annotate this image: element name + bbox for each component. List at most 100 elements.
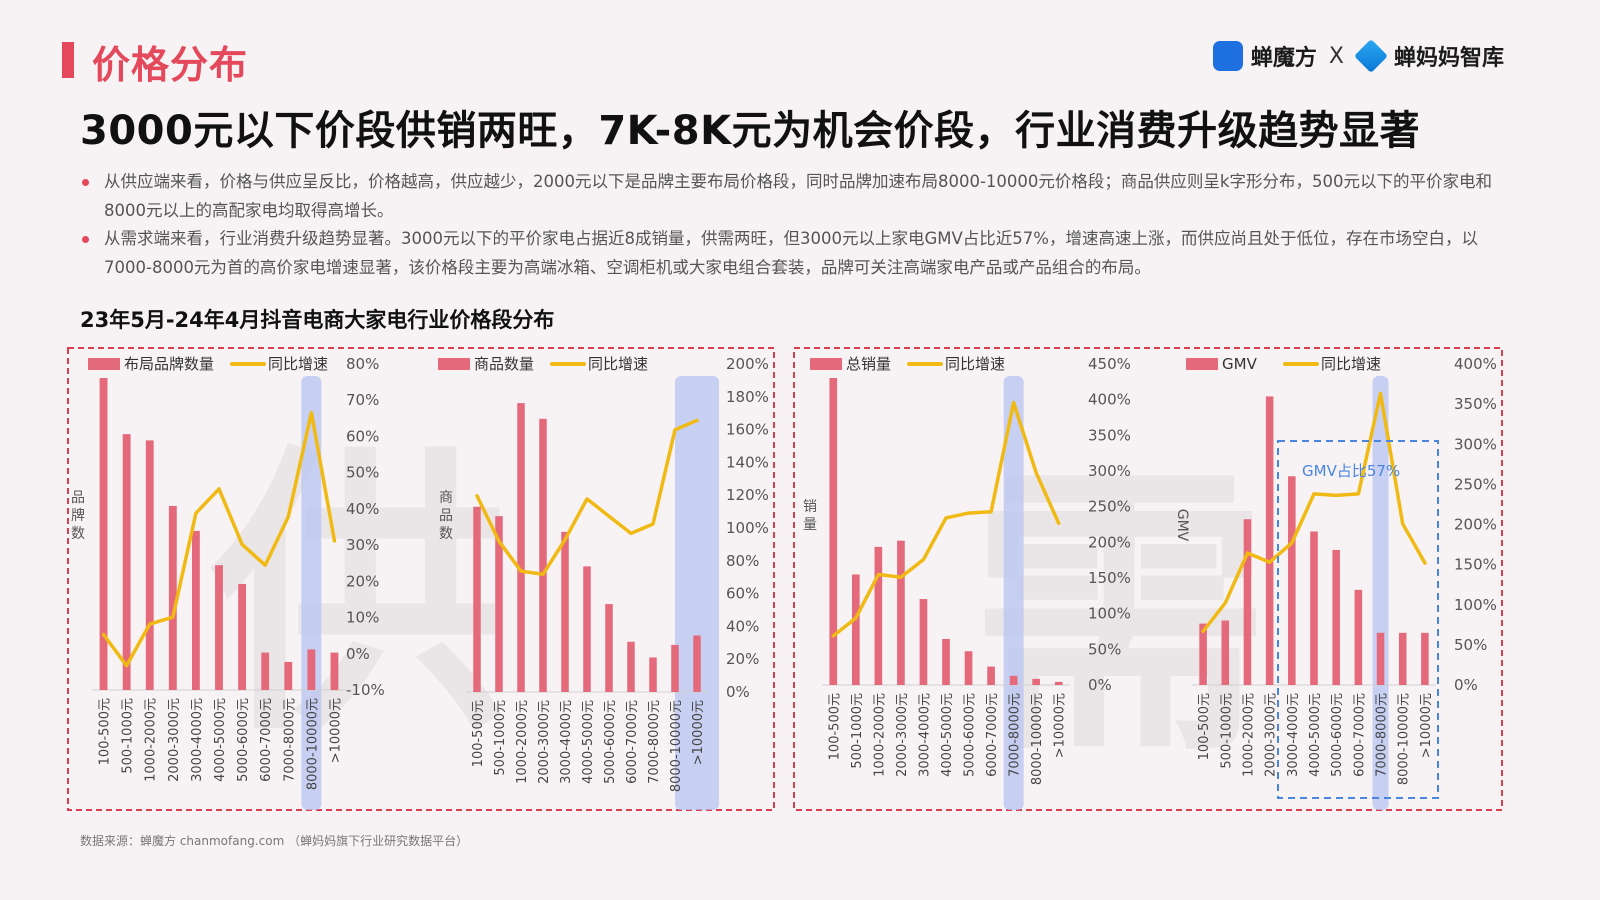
chart-1-y2-tick: 60% <box>346 427 379 445</box>
chart-4-category-label: 8000-10000元 <box>1397 693 1412 785</box>
chart-3-y2-tick: 300% <box>1088 462 1131 480</box>
chart-1-growth-line <box>101 410 337 668</box>
chart-3-bar <box>1032 678 1041 685</box>
chart-2-growth-line <box>475 418 699 577</box>
chart-2-bar <box>627 641 635 692</box>
chart-2-y-axis-label: 品 <box>439 508 453 524</box>
chart-4-y2-tick: 250% <box>1454 475 1497 493</box>
chart-1-y2-tick: -10% <box>346 681 385 699</box>
chart-4-bar <box>1288 476 1296 685</box>
chart-3-category-label: 5000-6000元 <box>963 693 978 777</box>
chart-3-category-label: >10000元 <box>1053 693 1068 758</box>
chart-1-y2-tick: 0% <box>346 645 370 663</box>
chart-4-bar <box>1376 632 1385 685</box>
chart-3-y2-tick: 350% <box>1088 426 1131 444</box>
chart-1-bar <box>145 440 154 690</box>
chart-3-bar <box>851 574 860 685</box>
chart-1-y2-tick: 40% <box>346 500 379 518</box>
chart-2-bar <box>693 635 701 692</box>
chart-1-bar <box>168 505 177 690</box>
chart-4-category-label: 7000-8000元 <box>1375 693 1390 777</box>
chart-2-y2-tick: 40% <box>726 617 759 635</box>
source-note: 数据来源：蝉魔方 chanmofang.com （蝉妈妈旗下行业研究数据平台） <box>80 834 469 848</box>
chart-1-category-label: 2000-3000元 <box>167 698 182 782</box>
chart-3-category-label: 500-1000元 <box>850 693 865 769</box>
chart-3-y2-tick: 150% <box>1088 569 1131 587</box>
chart-1-category-label: 100-500元 <box>98 698 113 765</box>
chart-1-bar <box>238 583 247 690</box>
chart-1-category-label: 6000-7000元 <box>259 698 274 782</box>
chart-1-bar <box>330 652 339 690</box>
chart-2-category-label: 8000-10000元 <box>669 700 684 792</box>
chart-2-bar <box>583 566 591 692</box>
chart-2-category-label: 1000-2000元 <box>515 700 530 784</box>
chart-1-category-label: 8000-10000元 <box>305 698 320 790</box>
chart-1-category-label: 7000-8000元 <box>282 698 297 782</box>
chart-4-y2-tick: 150% <box>1454 556 1497 574</box>
chart-4-bar <box>1421 632 1429 685</box>
chart-4-y2-tick: 50% <box>1454 636 1487 654</box>
chart-section-title: 23年5月-24年4月抖音电商大家电行业价格段分布 <box>80 308 555 332</box>
chart-4-category-label: 500-1000元 <box>1219 693 1234 769</box>
chart-3-bar <box>964 651 973 685</box>
chart-1-y2-tick: 80% <box>346 355 379 373</box>
chart-4-category-label: 5000-6000元 <box>1330 693 1345 777</box>
chart-3-y-axis-label: 量 <box>803 517 817 533</box>
section-title-accent-bar <box>62 42 74 78</box>
chart-2-bar <box>473 506 481 692</box>
chart-4-y2-tick: 350% <box>1454 395 1497 413</box>
chart-1-legend-line-label: 同比增速 <box>268 355 328 373</box>
chart-4-legend-line-label: 同比增速 <box>1321 355 1381 373</box>
chart-2-category-label: 7000-8000元 <box>647 700 662 784</box>
chart-4-category-label: 2000-3000元 <box>1264 693 1279 777</box>
chart-1-bar <box>215 565 223 690</box>
chart-3-growth-line <box>831 400 1061 638</box>
chart-4-y2-tick: 300% <box>1454 435 1497 453</box>
chart-4-category-label: 4000-5000元 <box>1308 693 1323 777</box>
chart-2-y2-tick: 200% <box>726 355 769 373</box>
chart-3-bar <box>829 378 838 685</box>
chart-3-bar <box>987 666 995 685</box>
chart-3-category-label: 100-500元 <box>827 693 842 760</box>
chart-2-y2-tick: 160% <box>726 421 769 439</box>
chart-2-y2-tick: 60% <box>726 585 759 603</box>
chart-1-bar <box>122 434 131 690</box>
chart-3-category-label: 2000-3000元 <box>895 693 910 777</box>
chart-2-bar <box>671 644 679 692</box>
chart-1-bar <box>307 649 316 690</box>
chart-4-bar <box>1199 623 1207 685</box>
logo-separator: X <box>1328 43 1344 69</box>
chart-3-highlight-column <box>1003 376 1024 810</box>
chart-3-category-label: 3000-4000元 <box>917 693 932 777</box>
chart-1-category-label: 5000-6000元 <box>236 698 251 782</box>
chart-4-bar <box>1221 620 1230 685</box>
supply-watermark: 供 <box>210 422 510 771</box>
chart-2-y2-tick: 180% <box>726 388 769 406</box>
chart-1-legend-bar-swatch <box>88 358 120 370</box>
gmv-share-callout-label: GMV占比57% <box>1302 462 1400 480</box>
chart-1-category-label: 3000-4000元 <box>190 698 205 782</box>
chart-2-y2-tick: 0% <box>726 683 750 701</box>
chart-4-y2-tick: 200% <box>1454 516 1497 534</box>
chart-2-category-label: 3000-4000元 <box>559 700 574 784</box>
chart-2-category-label: 100-500元 <box>471 700 486 767</box>
chart-3-legend-bar-swatch <box>810 358 842 370</box>
chart-3-category-label: 7000-8000元 <box>1008 693 1023 777</box>
chart-2-y2-tick: 80% <box>726 552 759 570</box>
chart-4-category-label: >10000元 <box>1419 693 1434 758</box>
chart-2-bar <box>605 604 613 692</box>
chart-3-category-label: 1000-2000元 <box>872 693 887 777</box>
chart-4-y2-tick: 0% <box>1454 676 1478 694</box>
chart-2-legend-bar-label: 商品数量 <box>474 355 534 373</box>
chart-1-highlight-column <box>301 376 322 810</box>
chart-4-category-label: 3000-4000元 <box>1286 693 1301 777</box>
chart-2-category-label: 500-1000元 <box>493 700 508 776</box>
chart-1-y2-tick: 10% <box>346 609 379 627</box>
chart-3-category-label: 6000-7000元 <box>985 693 1000 777</box>
chart-3-bar <box>942 638 950 685</box>
chart-2-y2-tick: 100% <box>726 519 769 537</box>
chart-1-legend-bar-label: 布局品牌数量 <box>124 355 214 373</box>
chart-1-category-label: 500-1000元 <box>121 698 136 774</box>
chart-1-y-axis-label: 品 <box>71 490 85 506</box>
section-title: 价格分布 <box>92 43 249 87</box>
